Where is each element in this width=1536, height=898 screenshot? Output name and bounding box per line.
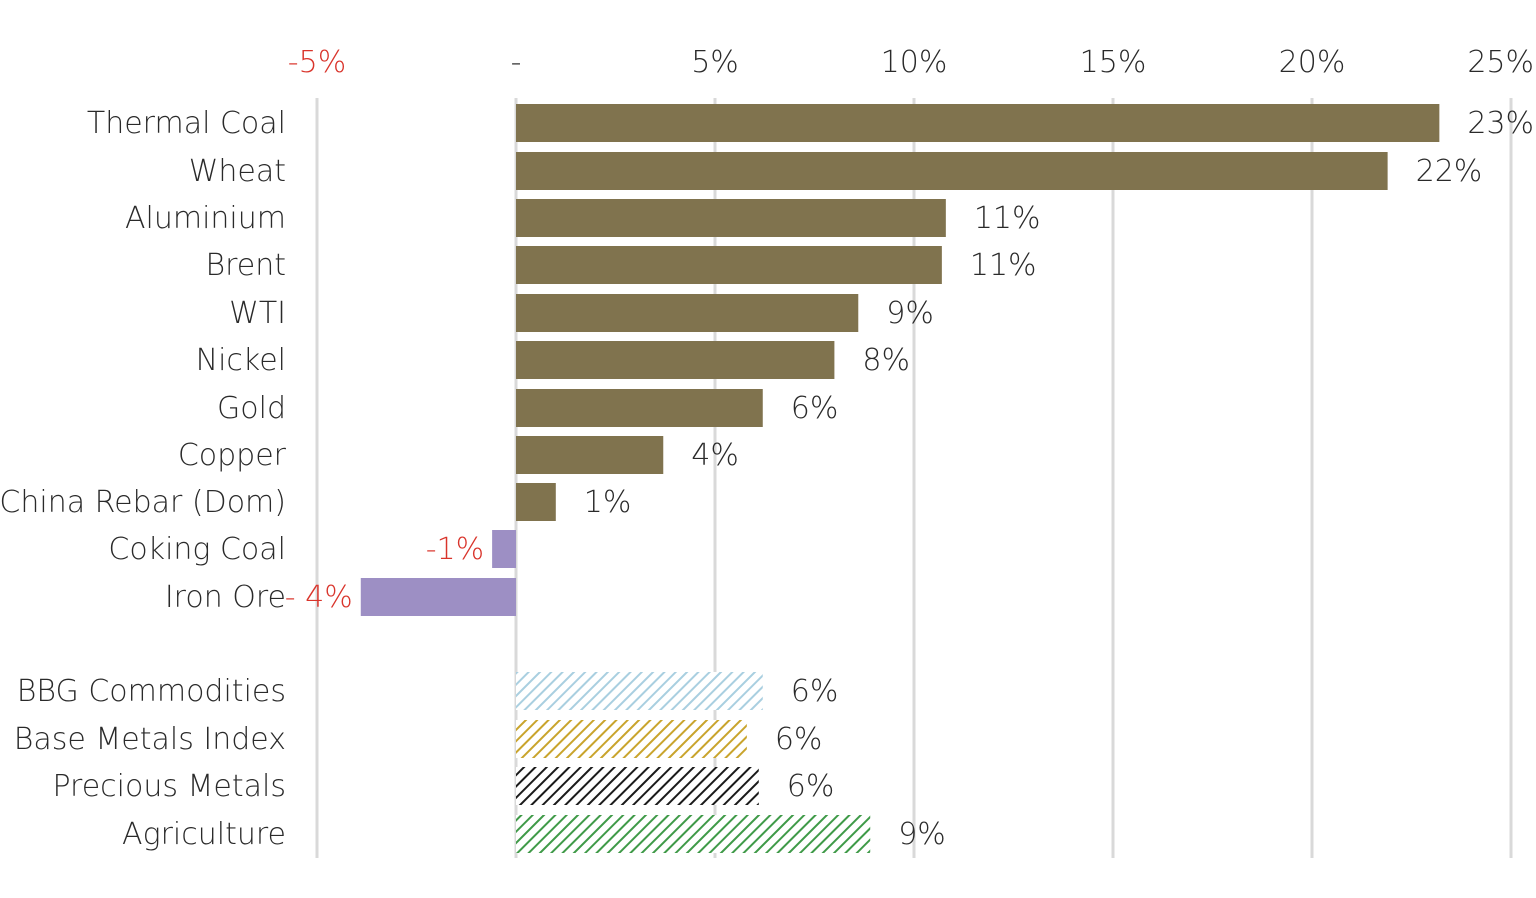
bar-wti: [516, 294, 859, 332]
bar-brent: [516, 246, 942, 284]
category-label: Iron Ore: [165, 580, 286, 615]
bar-wheat: [516, 152, 1388, 190]
category-label: BBG Commodities: [17, 674, 286, 709]
category-labels: Thermal Coal Wheat Aluminium Brent WTI Nickel…: [0, 106, 287, 852]
category-label: Brent: [205, 248, 286, 283]
x-tick-label: -: [511, 45, 522, 80]
index-bar-bbg-commodities: [516, 672, 763, 710]
data-label: 4%: [691, 438, 739, 473]
category-label: WTI: [229, 296, 286, 331]
data-label: 11%: [970, 248, 1037, 283]
bar-coking-coal: [492, 530, 516, 568]
x-tick-label: 5%: [691, 45, 739, 80]
x-tick-label: 25%: [1467, 45, 1534, 80]
category-label: Base Metals Index: [14, 722, 286, 757]
index-bar-base-metals-index: [516, 720, 747, 758]
data-label: 9%: [886, 296, 934, 331]
data-label: -1%: [426, 532, 484, 567]
data-label: 6%: [775, 722, 823, 757]
bar-thermal-coal: [516, 104, 1440, 142]
index-bar-agriculture: [516, 815, 871, 853]
data-label: - 4%: [285, 580, 353, 615]
bar-gold: [516, 389, 763, 427]
bar-copper: [516, 436, 664, 474]
bar-nickel: [516, 341, 835, 379]
value-labels: 23% 22% 11% 11% 9% 8% 6% 4% 1% -1% - 4% 6% 6% 6% 9%: [285, 106, 1534, 852]
bars: [360, 104, 1440, 853]
data-label: 6%: [791, 391, 839, 426]
data-label: 6%: [791, 674, 839, 709]
data-label: 22%: [1416, 154, 1483, 189]
x-tick-label: 10%: [881, 45, 948, 80]
data-label: 8%: [862, 343, 910, 378]
x-tick-label: -5%: [288, 45, 346, 80]
category-label: Nickel: [196, 343, 286, 378]
data-label: 23%: [1467, 106, 1534, 141]
data-label: 11%: [974, 201, 1041, 236]
x-axis-ticks: -5% -5% 10% 15% 20% 25%: [288, 45, 1534, 80]
bar-iron-ore: [360, 578, 516, 616]
data-label: 6%: [787, 769, 835, 804]
category-label: Coking Coal: [108, 532, 286, 567]
bar-china-rebar-dom: [516, 483, 556, 521]
category-label: Aluminium: [125, 201, 286, 236]
category-label: Gold: [217, 391, 286, 426]
data-label: 9%: [898, 817, 946, 852]
x-tick-label: 20%: [1279, 45, 1346, 80]
x-tick-label: 15%: [1080, 45, 1147, 80]
category-label: Wheat: [189, 154, 286, 189]
data-label: 1%: [584, 485, 632, 520]
category-label: Thermal Coal: [87, 106, 286, 141]
category-label: Precious Metals: [52, 769, 286, 804]
category-label: China Rebar (Dom): [0, 485, 286, 520]
bar-aluminium: [516, 199, 946, 237]
index-bar-precious-metals: [516, 767, 759, 805]
category-label: Agriculture: [122, 817, 286, 852]
category-label: Copper: [178, 438, 287, 473]
